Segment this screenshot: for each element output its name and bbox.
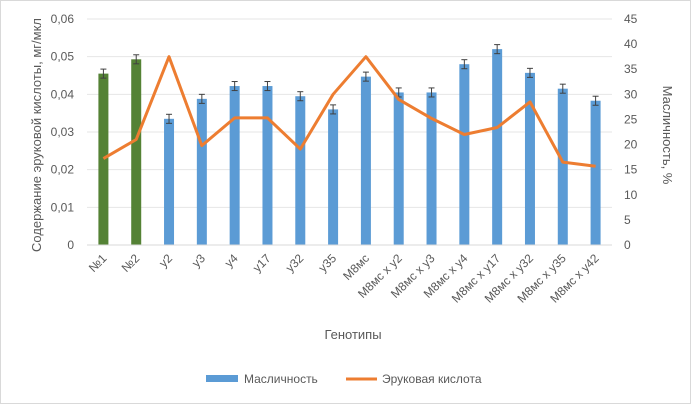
y-axis-right-title: Масличность, % bbox=[660, 86, 675, 185]
y-left-tick-label: 0,05 bbox=[51, 50, 75, 64]
x-tick-label: y2 bbox=[156, 251, 175, 270]
y-left-tick-label: 0,01 bbox=[51, 200, 75, 214]
y-right-tick-label: 10 bbox=[624, 188, 638, 202]
y-right-tick-label: 5 bbox=[624, 213, 631, 227]
legend-swatch-bar bbox=[206, 375, 238, 382]
right-axis-ticks: 0 5 10 15 20 25 30 35 40 45 bbox=[624, 12, 638, 252]
y-right-tick-label: 20 bbox=[624, 138, 638, 152]
legend-label-line: Эруковая кислота bbox=[382, 372, 482, 386]
y-right-tick-label: 30 bbox=[624, 87, 638, 101]
x-tick-label: y32 bbox=[283, 251, 307, 275]
y-left-tick-label: 0,03 bbox=[51, 125, 75, 139]
bar bbox=[426, 92, 437, 245]
y-axis-left-title: Содержание эруковой кислоты, мг/мкл bbox=[29, 18, 44, 252]
bar bbox=[590, 100, 601, 245]
bar bbox=[196, 98, 207, 245]
y-right-tick-label: 40 bbox=[624, 37, 638, 51]
bar bbox=[295, 96, 306, 245]
bar bbox=[164, 118, 175, 245]
x-tick-label: y3 bbox=[189, 251, 208, 270]
y-right-tick-label: 15 bbox=[624, 163, 638, 177]
left-axis-ticks: 0 0,01 0,02 0,03 0,04 0,05 0,06 bbox=[51, 12, 75, 252]
y-left-tick-label: 0,04 bbox=[51, 87, 75, 101]
gridlines bbox=[87, 18, 612, 208]
x-tick-label: №2 bbox=[119, 251, 143, 275]
bar bbox=[262, 86, 273, 246]
bar bbox=[131, 59, 142, 246]
legend-label-bar: Масличность bbox=[244, 372, 318, 386]
x-tick-label: y35 bbox=[316, 251, 340, 275]
bar bbox=[360, 76, 371, 245]
bar bbox=[557, 88, 568, 245]
y-right-tick-label: 25 bbox=[624, 112, 638, 126]
y-right-tick-label: 35 bbox=[624, 62, 638, 76]
y-right-tick-label: 45 bbox=[624, 12, 638, 26]
x-tick-label: y4 bbox=[222, 251, 241, 270]
legend: Масличность Эруковая кислота bbox=[206, 372, 482, 386]
bar bbox=[98, 73, 109, 245]
y-right-tick-label: 0 bbox=[624, 238, 631, 252]
x-tick-label: №1 bbox=[86, 251, 110, 275]
series-line bbox=[102, 55, 596, 168]
bar bbox=[524, 72, 535, 245]
x-axis-title: Генотипы bbox=[324, 327, 381, 342]
bar bbox=[459, 64, 470, 245]
line-series bbox=[102, 55, 596, 168]
bar-series bbox=[98, 49, 601, 246]
bar bbox=[492, 49, 503, 246]
y-left-tick-label: 0,02 bbox=[51, 163, 75, 177]
y-left-tick-label: 0 bbox=[67, 238, 74, 252]
y-left-tick-label: 0,06 bbox=[51, 12, 75, 26]
bar bbox=[229, 86, 240, 246]
bar bbox=[328, 109, 339, 246]
bar bbox=[393, 92, 404, 245]
x-tick-label: y17 bbox=[250, 251, 274, 275]
error-bars bbox=[100, 44, 599, 124]
